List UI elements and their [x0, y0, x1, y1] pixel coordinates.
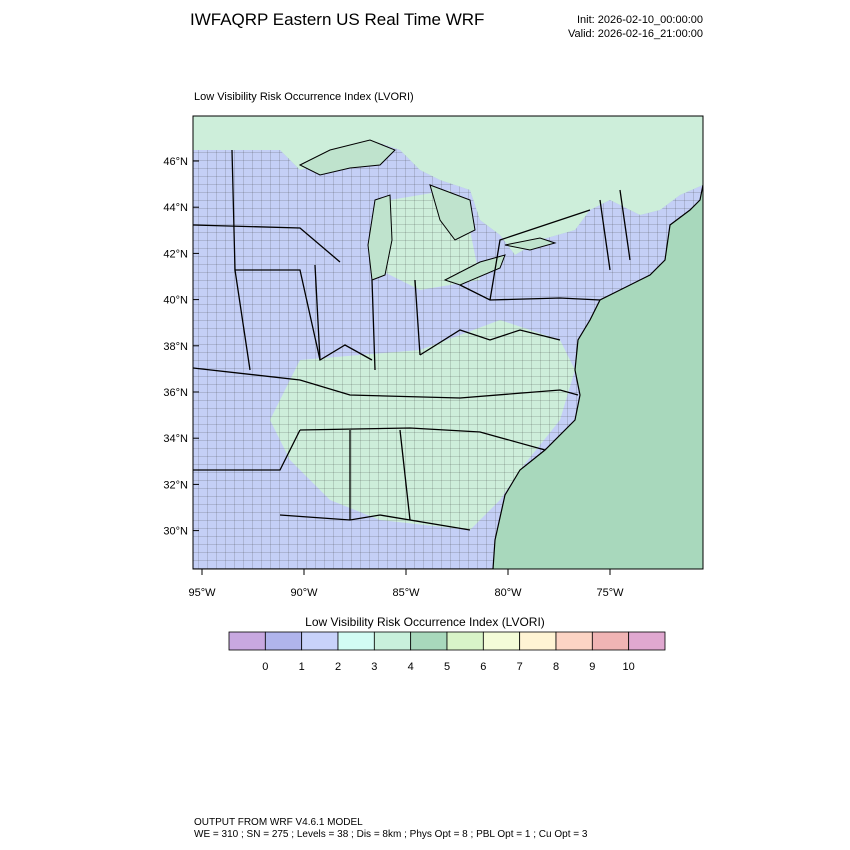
colorbar-swatch	[264, 631, 303, 651]
lat-tick-label: 38°N	[163, 341, 188, 353]
colorbar-swatch	[337, 631, 375, 651]
colorbar: 0 1 2 3 4 5 6 7 8 9 10	[228, 631, 666, 673]
lake-erie	[443, 254, 506, 286]
colorbar-swatch	[519, 631, 557, 651]
model-info-line2: WE = 310 ; SN = 275 ; Levels = 38 ; Dis …	[194, 829, 588, 840]
lat-tick-label: 42°N	[163, 248, 188, 260]
lon-tick-label: 85°W	[392, 587, 420, 599]
valid-time: Valid: 2026-02-16_21:00:00	[568, 28, 703, 40]
state-borders	[193, 149, 631, 531]
colorbar-swatch	[628, 631, 666, 651]
colorbar-label: 0	[262, 661, 268, 673]
lat-tick-label: 40°N	[163, 295, 188, 307]
canada-land	[193, 116, 703, 255]
lat-tick-label: 46°N	[163, 156, 188, 168]
colorbar-label: 6	[480, 661, 486, 673]
colorbar-swatch	[591, 631, 630, 651]
lat-tick-label: 36°N	[163, 387, 188, 399]
lat-tick-label: 34°N	[163, 433, 188, 445]
main-title: IWFAQRP Eastern US Real Time WRF	[190, 10, 485, 29]
colorbar-label: 2	[335, 661, 341, 673]
colorbar-swatch	[555, 631, 593, 651]
colorbar-title: Low Visibility Risk Occurrence Index (LV…	[305, 615, 545, 629]
plot-frame	[192, 115, 704, 570]
colorbar-label: 7	[517, 661, 523, 673]
colorbar-label: 5	[444, 661, 450, 673]
colorbar-swatch	[446, 631, 484, 651]
latitude-axis: 46°N 44°N 42°N 40°N 38°N 36°N 34°N 32°N 30°N	[163, 156, 199, 538]
lat-tick-label: 44°N	[163, 202, 188, 214]
colorbar-label: 3	[371, 661, 377, 673]
colorbar-label: 8	[553, 661, 559, 673]
lake-ontario	[504, 237, 557, 251]
colorbar-swatch	[373, 631, 412, 651]
colorbar-label: 1	[299, 661, 305, 673]
county-borders	[193, 140, 703, 569]
lon-tick-label: 95°W	[188, 587, 216, 599]
colorbar-label: 4	[408, 661, 414, 673]
map-area	[193, 116, 703, 569]
longitude-axis: 95°W 90°W 85°W 80°W 75°W	[188, 569, 624, 599]
colorbar-label: 9	[589, 661, 595, 673]
coastline	[492, 184, 703, 569]
plot-subtitle: Low Visibility Risk Occurrence Index (LV…	[194, 91, 414, 103]
lon-tick-label: 75°W	[596, 587, 624, 599]
lat-tick-label: 32°N	[163, 479, 188, 491]
lake-superior	[298, 139, 396, 176]
colorbar-swatch	[410, 631, 448, 651]
model-info-line1: OUTPUT FROM WRF V4.6.1 MODEL	[194, 817, 363, 828]
colorbar-swatch	[482, 631, 521, 651]
lon-tick-label: 80°W	[494, 587, 522, 599]
colorbar-swatch	[301, 631, 339, 651]
colorbar-label: 10	[623, 661, 635, 673]
lon-tick-label: 90°W	[290, 587, 318, 599]
colorbar-swatch	[228, 631, 266, 651]
lat-tick-label: 30°N	[163, 526, 188, 538]
lake-michigan	[367, 194, 393, 281]
init-time: Init: 2026-02-10_00:00:00	[577, 14, 703, 26]
lake-huron	[429, 184, 476, 241]
